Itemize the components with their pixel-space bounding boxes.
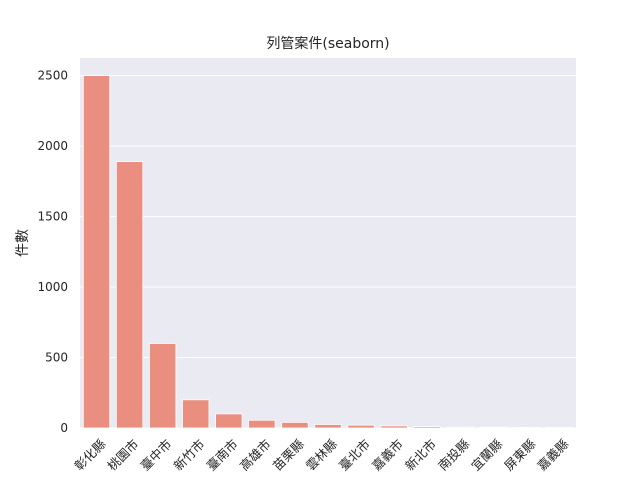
- x-tick-label: 臺北市: [336, 436, 373, 473]
- x-tick-label: 南投縣: [435, 436, 472, 473]
- x-tick-label: 嘉義縣: [534, 436, 571, 473]
- x-tick-label: 臺中市: [137, 436, 174, 473]
- y-axis-label: 件數: [15, 229, 31, 257]
- bar-12: [479, 426, 507, 429]
- x-tick-label: 苗栗縣: [270, 436, 307, 473]
- bar-8: [347, 424, 375, 429]
- y-tick-label: 2500: [37, 69, 68, 83]
- y-tick-label: 500: [45, 351, 68, 365]
- x-tick-label: 宜蘭縣: [468, 436, 505, 473]
- x-tick-label: 高雄市: [237, 436, 274, 473]
- bar-9: [380, 425, 408, 429]
- y-tick-label: 0: [60, 421, 68, 435]
- bar-0: [82, 75, 111, 429]
- y-tick-label: 1500: [37, 210, 68, 224]
- x-tick-label: 桃園市: [104, 436, 141, 473]
- x-tick-label: 屏東縣: [501, 436, 538, 473]
- bar-1: [115, 161, 144, 429]
- bar-4: [215, 413, 243, 429]
- x-tick-label: 新北市: [402, 436, 439, 473]
- x-tick-label: 彰化縣: [71, 436, 108, 473]
- chart-title: 列管案件(seaborn): [266, 35, 389, 52]
- bar-7: [314, 424, 342, 429]
- y-tick-label: 1000: [37, 280, 68, 294]
- x-tick-label: 雲林縣: [303, 436, 340, 473]
- bar-3: [182, 399, 210, 429]
- x-tick-label: 臺南市: [204, 436, 241, 473]
- y-tick-labels: 0 500 1000 1500 2000 2500: [37, 69, 68, 435]
- bars: [82, 75, 574, 429]
- y-tick-label: 2000: [37, 139, 68, 153]
- bar-14: [545, 426, 574, 429]
- x-tick-labels: 彰化縣桃園市臺中市新竹市臺南市高雄市苗栗縣雲林縣臺北市嘉義市新北市南投縣宜蘭縣屏…: [71, 436, 571, 473]
- bar-10: [413, 426, 441, 429]
- bar-2: [149, 343, 177, 429]
- bar-13: [512, 426, 541, 429]
- bar-6: [281, 421, 309, 429]
- bar-11: [446, 426, 474, 429]
- x-tick-label: 嘉義市: [369, 436, 406, 473]
- x-tick-label: 新竹市: [171, 436, 208, 473]
- bar-5: [248, 419, 276, 429]
